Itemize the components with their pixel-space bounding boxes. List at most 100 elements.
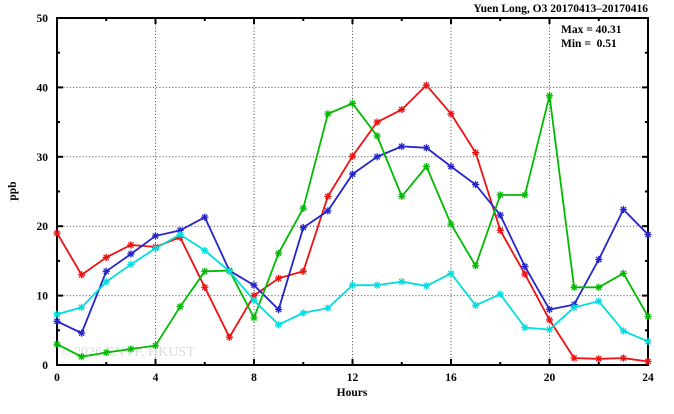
green-series-marker — [348, 99, 357, 107]
y-tick-label: 30 — [37, 152, 49, 164]
green-series-marker — [398, 192, 406, 200]
red-series-marker — [619, 354, 627, 362]
marker-stroke — [595, 355, 602, 362]
red-series-marker — [521, 270, 529, 278]
y-axis-label: ppb — [7, 181, 19, 200]
marker-stroke — [127, 345, 134, 353]
green-series-marker — [324, 110, 332, 118]
blue-series-marker — [545, 305, 554, 314]
annotation-max: Max = 40.31 — [561, 24, 622, 36]
cyan-series-marker — [299, 309, 307, 317]
red-series-marker — [102, 253, 110, 262]
green-series-marker — [299, 204, 307, 212]
marker-stroke — [201, 247, 208, 254]
gridlines — [57, 18, 648, 365]
marker-stroke — [275, 275, 282, 282]
green-series-marker — [619, 269, 627, 277]
marker-stroke — [127, 250, 134, 258]
watermark: © 2026 ENVF, HKUST — [60, 345, 195, 360]
green-series-marker — [521, 191, 529, 199]
marker-stroke — [546, 92, 553, 99]
axes-and-ticks — [56, 17, 649, 366]
marker-stroke — [103, 254, 110, 261]
cyan-series-marker — [275, 321, 283, 329]
marker-stroke — [571, 304, 578, 311]
marker-stroke — [595, 256, 602, 263]
data-series — [53, 81, 652, 366]
marker-stroke — [152, 342, 159, 349]
blue-series-marker — [348, 170, 357, 178]
marker-stroke — [571, 284, 578, 291]
marker-stroke — [53, 341, 61, 348]
cyan-series-marker — [53, 310, 61, 318]
y-tick-label: 50 — [37, 13, 49, 25]
cyan-series — [53, 230, 652, 346]
red-series-marker — [53, 229, 61, 237]
marker-stroke — [349, 282, 356, 289]
marker-stroke — [349, 171, 356, 178]
marker-stroke — [53, 318, 61, 325]
marker-stroke — [300, 309, 307, 317]
cyan-series-marker — [78, 303, 86, 311]
marker-stroke — [423, 163, 430, 170]
cyan-series-marker — [102, 278, 110, 286]
marker-stroke — [103, 268, 110, 275]
blue-series-marker — [78, 329, 86, 337]
marker-stroke — [201, 284, 208, 291]
marker-stroke — [447, 110, 455, 117]
x-tick-label: 8 — [251, 372, 257, 384]
blue-series-marker — [398, 142, 406, 150]
blue-series-marker — [422, 144, 430, 152]
blue-series-marker — [275, 305, 283, 314]
blue-series-marker — [324, 207, 332, 215]
marker-stroke — [324, 193, 331, 200]
marker-stroke — [103, 349, 110, 356]
marker-stroke — [620, 270, 627, 277]
marker-stroke — [177, 231, 184, 238]
x-tick-label: 24 — [642, 372, 654, 384]
cyan-series-marker — [373, 281, 381, 289]
blue-series-marker — [373, 153, 381, 161]
red-series-marker — [545, 316, 554, 324]
red-series-marker — [570, 354, 578, 362]
green-series-marker — [53, 340, 61, 348]
marker-stroke — [53, 230, 61, 237]
marker-stroke — [374, 119, 381, 126]
marker-stroke — [53, 311, 61, 318]
marker-stroke — [374, 282, 381, 289]
marker-stroke — [472, 302, 479, 309]
marker-stroke — [644, 338, 652, 345]
red-series-marker — [447, 110, 455, 118]
marker-stroke — [472, 181, 479, 188]
red-series-marker — [201, 283, 209, 291]
marker-stroke — [497, 291, 504, 298]
chart-title: Yuen Long, O3 20170413–20170416 — [473, 3, 648, 15]
marker-stroke — [324, 110, 331, 117]
cyan-series-marker — [496, 290, 504, 298]
cyan-series-marker — [472, 301, 480, 309]
marker-stroke — [324, 207, 331, 214]
marker-stroke — [398, 278, 405, 285]
marker-stroke — [275, 306, 282, 313]
marker-stroke — [103, 278, 110, 285]
marker-stroke — [423, 82, 430, 89]
cyan-series-marker — [545, 326, 554, 334]
marker-stroke — [546, 316, 553, 323]
marker-stroke — [398, 143, 405, 150]
y-tick-label: 20 — [37, 221, 49, 233]
red-series-marker — [348, 152, 357, 160]
cyan-series-marker — [570, 303, 578, 311]
green-series-marker — [472, 262, 480, 270]
cyan-series-marker — [151, 244, 160, 253]
green-series-marker — [422, 162, 430, 171]
marker-stroke — [349, 100, 356, 107]
x-tick-label: 4 — [153, 372, 159, 384]
marker-stroke — [423, 282, 430, 289]
marker-stroke — [644, 313, 652, 320]
marker-stroke — [324, 305, 331, 312]
marker-stroke — [78, 304, 85, 311]
marker-stroke — [300, 205, 307, 212]
green-series-marker — [102, 348, 110, 357]
marker-stroke — [275, 321, 282, 328]
